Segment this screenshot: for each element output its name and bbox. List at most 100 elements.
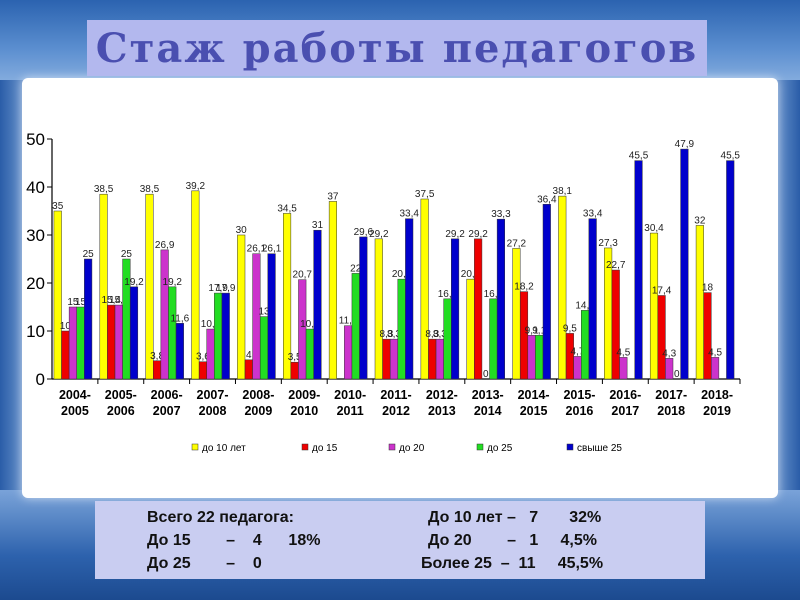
data-label: 10,4 [201, 319, 221, 330]
data-label: 8,3 [379, 329, 393, 340]
data-label: 25 [121, 249, 133, 260]
bar [145, 193, 154, 380]
bar [214, 292, 223, 380]
x-tick-label: 2015- [563, 388, 595, 402]
bar [267, 253, 276, 380]
bar [389, 338, 399, 380]
summary-under-20: До 20 – 1 4,5% [428, 532, 597, 549]
bar [581, 310, 590, 380]
bar [527, 335, 536, 380]
bar [175, 323, 184, 380]
bar [611, 269, 620, 380]
data-label: 19,2 [124, 277, 144, 288]
data-label: 26,9 [155, 240, 175, 251]
bar [619, 357, 628, 380]
x-tick-label: 2008- [242, 388, 274, 402]
data-label: 4,5 [616, 347, 630, 358]
bar [558, 195, 567, 380]
bar [198, 361, 207, 380]
data-label: 17,9 [216, 283, 236, 294]
data-label: 9,5 [563, 323, 577, 334]
data-label: 4,7 [571, 346, 585, 357]
data-label: 45,5 [721, 151, 741, 162]
data-label: 4,3 [662, 348, 676, 359]
y-tick-label: 20 [26, 274, 45, 293]
data-label: 11,6 [170, 313, 189, 324]
summary-under-15: До 15 – 4 18% [147, 532, 321, 549]
bar [237, 234, 246, 380]
data-label: 17,4 [652, 285, 672, 296]
x-tick-label: 2017 [611, 404, 639, 418]
bar [290, 361, 299, 380]
bar [76, 306, 85, 380]
bar [443, 298, 452, 380]
data-label: 27,3 [598, 238, 618, 249]
bar [680, 148, 689, 380]
x-tick-label: 2007- [197, 388, 229, 402]
data-label: 8,3 [433, 329, 447, 340]
legend-label: до 20 [399, 443, 425, 454]
x-tick-label: 2010- [334, 388, 366, 402]
data-label: 38,5 [140, 184, 160, 195]
x-tick-label: 2013- [472, 388, 504, 402]
x-tick-label: 2011 [337, 404, 364, 418]
data-label: 33,4 [583, 209, 603, 220]
data-label: 13 [258, 307, 270, 318]
x-tick-label: 2014 [474, 404, 502, 418]
x-tick-label: 2012 [382, 404, 410, 418]
data-label: 9,1 [532, 325, 546, 336]
data-label: 18,2 [514, 282, 534, 293]
data-label: 0 [483, 369, 489, 380]
bar [535, 335, 544, 380]
bar [305, 328, 314, 380]
x-tick-label: 2006 [107, 404, 135, 418]
bar [160, 249, 169, 380]
x-tick-label: 2018- [701, 388, 733, 402]
legend-swatch [191, 443, 199, 451]
x-tick-label: 2007 [153, 404, 181, 418]
bar [244, 359, 253, 380]
bar [711, 357, 720, 380]
data-label: 15,4 [109, 295, 129, 306]
x-tick-label: 2005 [61, 404, 89, 418]
bar [466, 278, 475, 380]
data-label: 0 [674, 369, 680, 380]
data-label: 9,1 [525, 325, 539, 336]
x-tick-label: 2016 [566, 404, 594, 418]
data-label: 38,5 [94, 184, 114, 195]
bar [512, 248, 521, 380]
data-label: 3,8 [150, 351, 164, 362]
data-label: 3,5 [288, 352, 302, 363]
data-label: 26,1 [262, 244, 282, 255]
legend-label: до 10 лет [202, 443, 246, 454]
x-tick-label: 2009- [288, 388, 320, 402]
y-tick-label: 50 [26, 130, 45, 149]
bar [374, 238, 383, 380]
data-label: 20,8 [392, 269, 412, 280]
bar [634, 160, 643, 380]
data-label: 38,1 [553, 186, 573, 197]
data-label: 17,9 [208, 283, 228, 294]
x-tick-label: 2014- [518, 388, 550, 402]
data-label: 22 [350, 263, 362, 274]
bar [397, 278, 406, 380]
data-label: 16,7 [438, 289, 458, 300]
bar [328, 201, 337, 380]
x-tick-label: 2015 [520, 404, 548, 418]
data-label: 25 [83, 249, 95, 260]
bar [573, 356, 582, 380]
x-tick-label: 2004- [59, 388, 91, 402]
data-label: 3,6 [196, 352, 210, 363]
x-tick-label: 2016- [609, 388, 641, 402]
data-label: 37 [327, 191, 339, 202]
bar [405, 218, 414, 380]
data-label: 4,5 [708, 347, 722, 358]
x-tick-label: 2006- [151, 388, 183, 402]
data-label: 32 [694, 215, 706, 226]
bar [168, 286, 177, 380]
x-tick-label: 2008 [199, 404, 227, 418]
data-label: 26,1 [247, 244, 267, 255]
data-label: 8,3 [387, 329, 401, 340]
bar [153, 360, 162, 380]
data-label: 37,5 [415, 189, 435, 200]
